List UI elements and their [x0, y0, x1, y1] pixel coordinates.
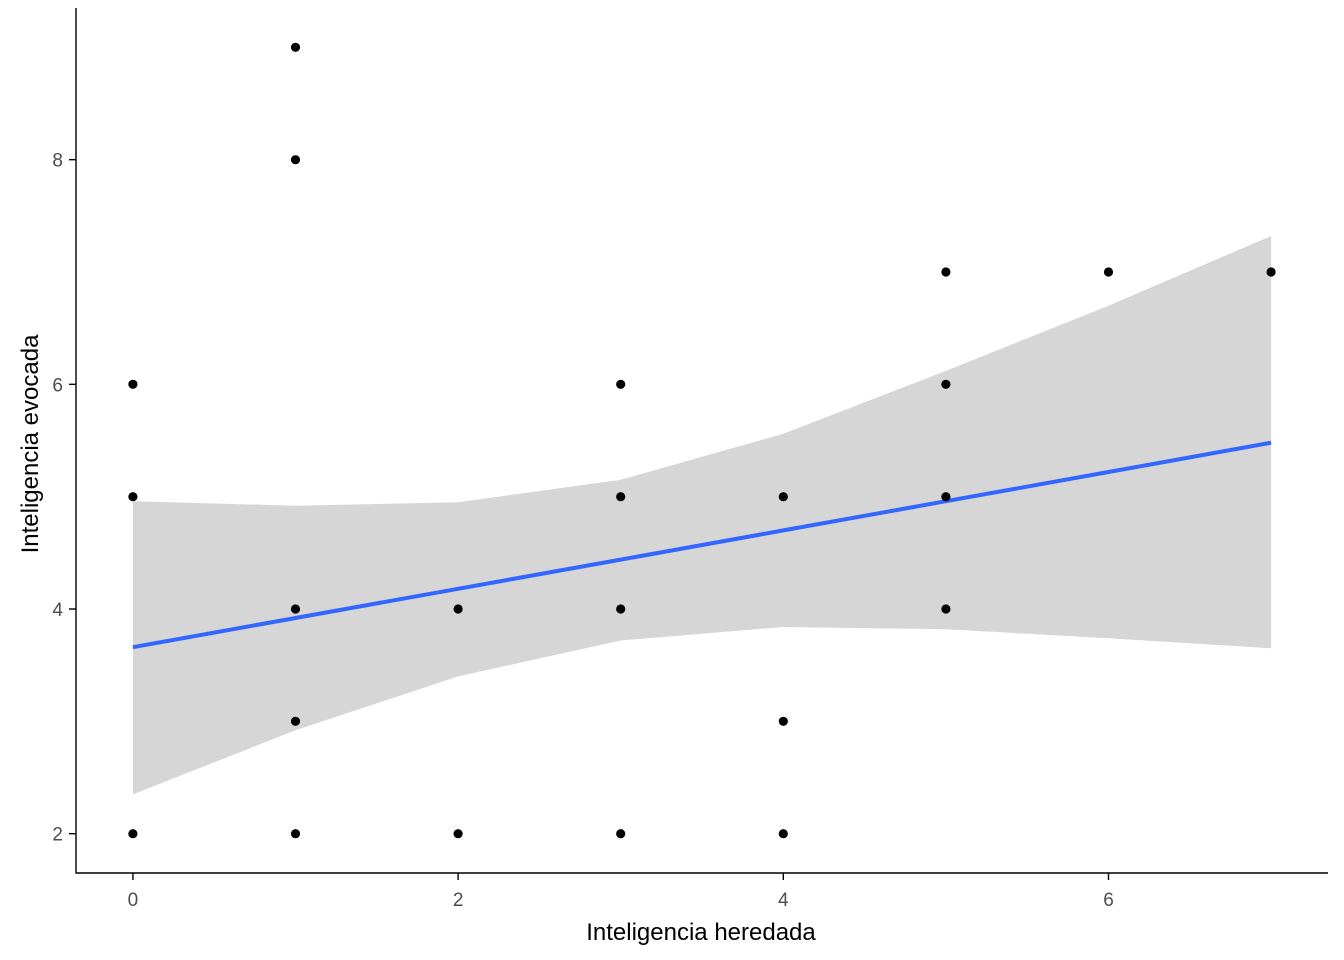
data-point [616, 604, 626, 614]
data-point [290, 604, 301, 614]
data-point [778, 492, 788, 502]
data-point [941, 379, 951, 389]
points-layer [128, 42, 1276, 839]
x-tick-label: 4 [778, 890, 789, 911]
data-point [941, 492, 951, 502]
data-point [290, 716, 301, 726]
y-tick-label: 2 [52, 825, 63, 846]
y-axis-title: Inteligencia evocada [17, 334, 44, 553]
x-axis-title: Inteligencia heredada [586, 919, 816, 946]
data-point [616, 492, 626, 502]
data-point [128, 492, 138, 502]
regression-line-layer [132, 440, 1272, 650]
data-point [778, 829, 788, 839]
y-tick-label: 6 [52, 375, 63, 396]
data-point [778, 716, 788, 726]
data-point [290, 155, 301, 165]
data-point [941, 267, 951, 277]
confidence-band-layer [132, 236, 1272, 795]
data-point [290, 42, 301, 52]
data-point [1266, 267, 1276, 277]
data-point [453, 829, 463, 839]
axes-layer: 0 2 4 6 2 4 6 8 [52, 8, 1328, 911]
data-point [128, 379, 138, 389]
data-point [616, 379, 626, 389]
data-point [941, 604, 951, 614]
confidence-band [132, 236, 1272, 795]
x-tick-label: 6 [1103, 890, 1114, 911]
data-point [1103, 267, 1114, 277]
regression-line [132, 440, 1272, 650]
y-tick-label: 4 [52, 600, 63, 621]
x-tick-label: 2 [453, 890, 464, 911]
data-point [290, 829, 301, 839]
data-point [128, 829, 138, 839]
y-tick-label: 8 [52, 151, 63, 172]
data-point [616, 829, 626, 839]
data-point [453, 604, 463, 614]
x-tick-label: 0 [128, 890, 139, 911]
